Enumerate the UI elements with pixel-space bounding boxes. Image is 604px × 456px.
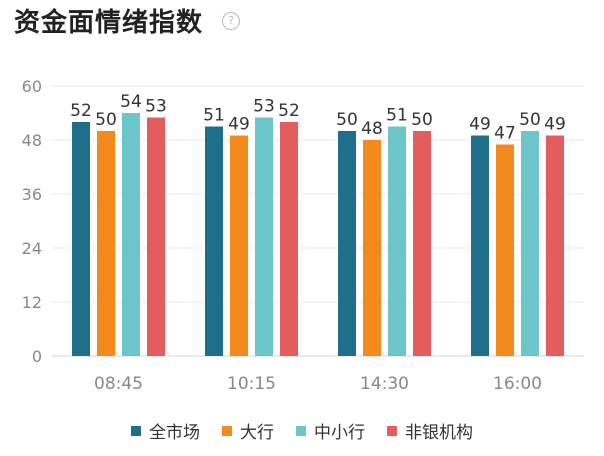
question-icon[interactable]: ? [222,12,240,30]
data-label: 50 [95,110,117,130]
bar [521,131,539,356]
bar [255,117,273,356]
bar [205,126,223,356]
legend-item-1: 大行 [222,418,274,443]
x-tick-label: 08:45 [94,374,143,394]
legend-item-3: 非银机构 [387,418,473,443]
data-label: 52 [70,101,92,121]
data-label: 47 [494,124,516,144]
y-tick-label: 48 [22,131,42,150]
legend: 全市场 大行 中小行 非银机构 [0,418,604,443]
data-label: 50 [336,110,358,130]
legend-item-2: 中小行 [296,418,365,443]
y-tick-label: 12 [22,293,42,312]
data-label: 52 [278,101,300,121]
data-label: 50 [411,110,433,130]
bar [363,140,381,356]
data-label: 53 [145,97,167,117]
y-tick-label: 24 [22,239,42,258]
bar [122,113,140,356]
data-label: 49 [228,115,250,135]
legend-label-0: 全市场 [149,423,200,443]
data-label: 50 [519,110,541,130]
data-label: 49 [544,115,566,135]
x-tick-label: 14:30 [360,374,409,394]
legend-swatch-0 [131,425,141,436]
legend-swatch-1 [222,425,232,436]
chart-title: 资金面情绪指数 [14,8,204,38]
bar [280,122,298,356]
x-tick-label: 16:00 [493,374,542,394]
data-label: 53 [253,97,275,117]
bar [471,135,489,356]
y-tick-label: 0 [32,347,42,366]
legend-item-0: 全市场 [131,418,200,443]
x-tick-label: 10:15 [227,374,276,394]
legend-label-1: 大行 [240,423,274,443]
data-label: 48 [361,119,383,139]
legend-label-3: 非银机构 [405,423,473,443]
y-tick-label: 36 [22,185,42,204]
bar [230,135,248,356]
data-label: 49 [469,115,491,135]
bar [72,122,90,356]
bar [338,131,356,356]
bar [496,144,514,356]
data-label: 51 [203,106,225,126]
legend-swatch-2 [296,425,306,436]
bar [388,126,406,356]
data-label: 54 [120,92,142,112]
bar [546,135,564,356]
legend-swatch-3 [387,425,397,436]
y-tick-label: 60 [22,77,42,96]
data-label: 51 [386,106,408,126]
legend-label-2: 中小行 [314,423,365,443]
bar [147,117,165,356]
bar [413,131,431,356]
bar [97,131,115,356]
